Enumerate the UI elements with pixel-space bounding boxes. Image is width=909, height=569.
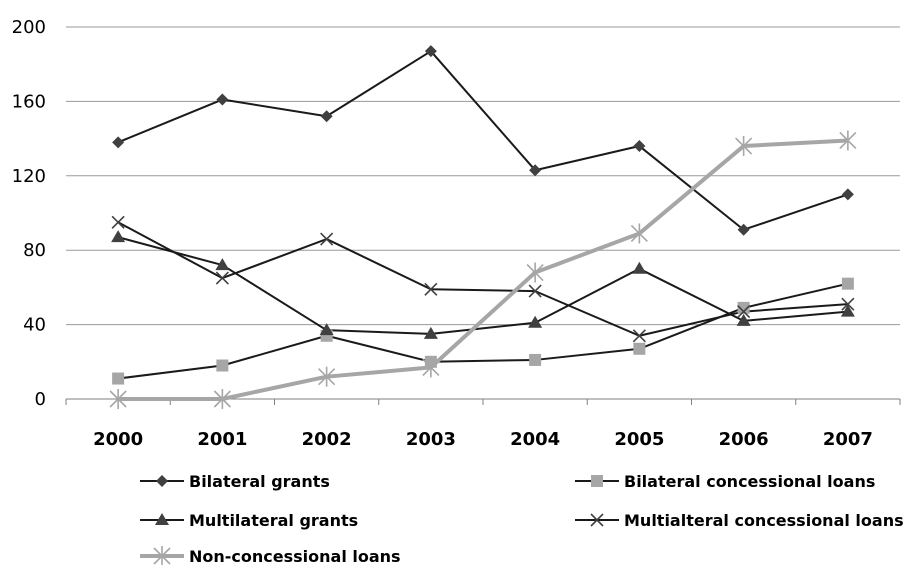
data-point-diamond: [633, 140, 646, 153]
data-point-asterisk: [213, 389, 231, 409]
data-point-x: [737, 305, 751, 319]
data-point-diamond: [737, 223, 750, 236]
y-tick-label: 80: [23, 240, 46, 261]
data-point-x: [528, 284, 542, 298]
data-point-asterisk: [318, 366, 336, 387]
legend-label: Multialteral concessional loans: [624, 511, 904, 530]
data-point-diamond: [112, 136, 125, 149]
y-tick-label: 40: [23, 315, 46, 336]
x-tick-label: 2000: [93, 429, 143, 450]
data-point-x: [320, 232, 334, 246]
data-point-square: [112, 372, 125, 385]
x-tick-label: 2004: [510, 429, 560, 450]
data-point-asterisk: [735, 136, 753, 157]
series-line-2: [117, 236, 848, 335]
x-tick-label: 2007: [823, 429, 873, 450]
data-point-asterisk: [109, 389, 127, 409]
series-line-3: [117, 221, 848, 337]
y-tick-label: 0: [35, 389, 46, 410]
legend-label: Bilateral grants: [189, 472, 330, 491]
data-point-asterisk: [153, 546, 171, 566]
series-line-0: [117, 50, 849, 231]
data-point-asterisk: [630, 223, 648, 244]
data-point-square: [737, 301, 750, 314]
data-point-square: [633, 342, 646, 355]
x-tick-label: 2005: [614, 429, 664, 450]
data-point-diamond: [841, 188, 854, 201]
data-point-x: [841, 297, 855, 311]
data-point-triangle: [736, 313, 751, 326]
data-point-x: [590, 513, 604, 527]
data-point-asterisk: [839, 130, 857, 151]
data-point-triangle: [319, 323, 334, 336]
data-point-triangle: [528, 315, 543, 328]
data-point-x: [632, 329, 646, 343]
legend-item-0: Bilateral grants: [140, 472, 330, 491]
series-line-4: [118, 138, 848, 401]
legend-label: Multilateral grants: [189, 511, 358, 530]
y-tick-label: 200: [12, 17, 46, 38]
data-point-diamond: [320, 110, 333, 123]
x-tick-label: 2006: [719, 429, 769, 450]
data-point-triangle: [215, 258, 230, 271]
data-point-asterisk: [526, 262, 544, 283]
data-point-square: [591, 475, 603, 487]
data-point-diamond: [216, 93, 229, 106]
data-point-square: [841, 277, 854, 290]
data-point-triangle: [632, 261, 647, 274]
legend-label: Bilateral concessional loans: [624, 472, 875, 491]
data-point-x: [215, 271, 229, 285]
legend-label: Non-concessional loans: [189, 547, 401, 565]
legend-item-1: Bilateral concessional loans: [575, 472, 875, 491]
y-tick-label: 120: [12, 166, 46, 187]
data-point-triangle: [155, 513, 169, 525]
data-point-diamond: [156, 475, 168, 487]
data-point-triangle: [111, 230, 126, 243]
data-point-triangle: [840, 304, 855, 317]
data-point-square: [216, 359, 229, 372]
legend-item-3: Multialteral concessional loans: [575, 511, 904, 530]
data-point-diamond: [529, 164, 542, 177]
data-point-diamond: [424, 45, 437, 58]
data-point-asterisk: [422, 357, 440, 378]
x-tick-label: 2001: [197, 429, 247, 450]
data-point-x: [111, 215, 125, 229]
data-point-triangle: [423, 326, 438, 339]
legend-item-2: Multilateral grants: [140, 511, 358, 530]
x-tick-label: 2002: [302, 429, 352, 450]
y-tick-label: 160: [12, 91, 46, 112]
legend-item-4: Non-concessional loans: [140, 546, 401, 566]
data-point-x: [424, 282, 438, 296]
data-point-square: [529, 353, 542, 366]
x-tick-label: 2003: [406, 429, 456, 450]
